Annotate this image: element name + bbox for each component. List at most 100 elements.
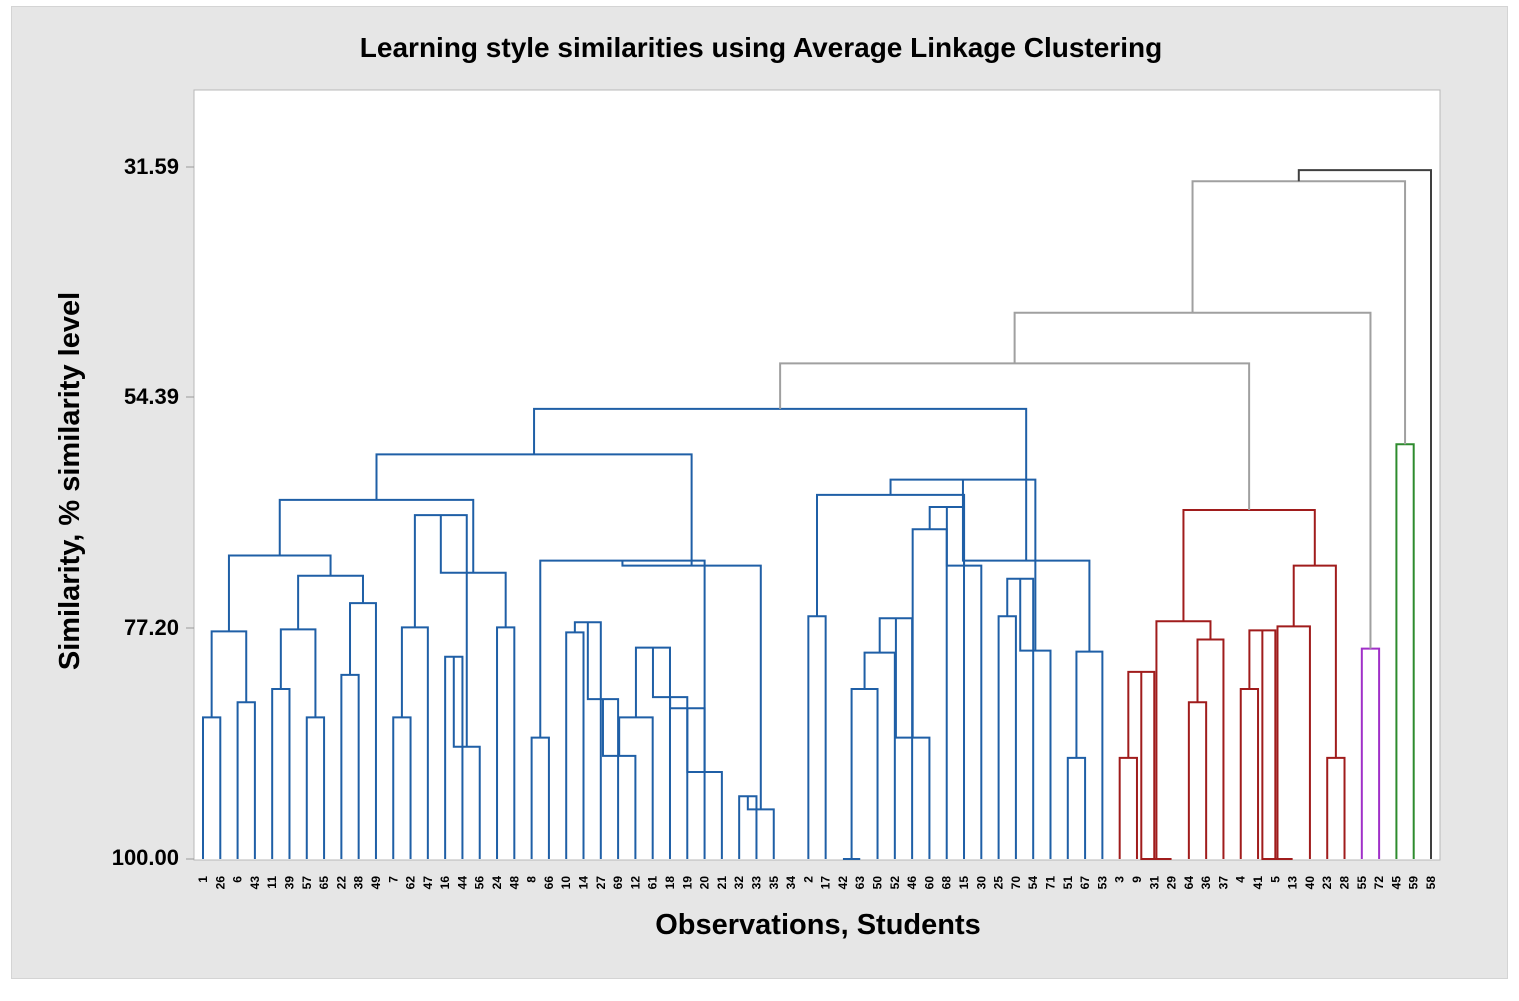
merge-link-69 (1297, 169, 1432, 859)
y-axis: 31.59 54.39 77.20 100.00 (112, 154, 194, 870)
leaf-label-62: 62 (404, 876, 418, 890)
leaf-label-49: 49 (369, 876, 383, 890)
dendrogram-links (202, 169, 1432, 860)
leaf-label-69: 69 (611, 876, 625, 890)
leaf-label-70: 70 (1009, 876, 1023, 890)
leaf-label-41: 41 (1251, 876, 1265, 890)
merge-link-50 (279, 628, 317, 718)
dendrogram-chart: Learning style similarities using Averag… (54, 32, 1441, 941)
leaf-label-26: 26 (213, 876, 227, 890)
leaf-label-42: 42 (836, 876, 850, 890)
leaf-label-7: 7 (386, 876, 400, 883)
leaf-label-71: 71 (1043, 876, 1057, 890)
merge-link-19 (669, 697, 706, 859)
merge-link-2 (271, 688, 291, 859)
leaf-label-46: 46 (905, 876, 919, 890)
merge-link-44 (1261, 630, 1293, 860)
leaf-label-34: 34 (784, 876, 798, 890)
y-tick-label: 54.39 (124, 384, 179, 409)
leaf-label-47: 47 (421, 876, 435, 890)
leaf-label-45: 45 (1389, 876, 1403, 890)
plot-area (193, 89, 1441, 861)
leaf-label-16: 16 (438, 876, 452, 890)
leaf-label-43: 43 (248, 876, 262, 890)
leaf-label-8: 8 (525, 876, 539, 883)
merge-link-43 (1248, 629, 1277, 859)
leaf-label-18: 18 (663, 876, 677, 890)
x-axis-title: Observations, Students (655, 909, 981, 941)
leaf-label-54: 54 (1026, 876, 1040, 890)
merge-link-59 (889, 478, 1037, 651)
leaf-label-58: 58 (1424, 876, 1438, 890)
leaf-label-44: 44 (455, 876, 469, 890)
leaf-label-65: 65 (317, 876, 331, 890)
merge-link-42 (1239, 688, 1260, 859)
leaf-label-22: 22 (334, 876, 348, 890)
leaf-label-51: 51 (1061, 876, 1075, 890)
leaf-label-20: 20 (698, 876, 712, 890)
merge-link-30 (928, 505, 966, 859)
leaf-label-24: 24 (490, 876, 504, 890)
merge-link-7 (400, 626, 429, 859)
leaf-label-59: 59 (1407, 876, 1421, 890)
leaf-label-36: 36 (1199, 876, 1213, 890)
leaf-label-33: 33 (749, 876, 763, 890)
leaf-label-19: 19 (680, 876, 694, 890)
leaf-label-21: 21 (715, 876, 729, 890)
leaf-label-17: 17 (819, 876, 833, 890)
merge-link-33 (1006, 577, 1035, 859)
leaf-label-3: 3 (1113, 876, 1127, 883)
merge-link-49 (210, 630, 248, 718)
merge-link-17 (634, 646, 671, 859)
leaf-label-13: 13 (1286, 876, 1300, 890)
merge-link-20 (686, 708, 723, 859)
leaf-label-72: 72 (1372, 876, 1386, 890)
leaf-label-29: 29 (1165, 876, 1179, 890)
leaf-label-12: 12 (628, 876, 642, 890)
leaf-label-67: 67 (1078, 876, 1092, 890)
leaf-label-68: 68 (940, 876, 954, 890)
leaf-label-64: 64 (1182, 876, 1196, 890)
leaf-label-48: 48 (507, 876, 521, 890)
leaf-label-10: 10 (559, 876, 573, 890)
x-axis-leaf-labels: 1 26 6 43 11 39 57 65 22 38 49 7 62 47 16 44 56 24 48 8 66 10… (196, 876, 1438, 890)
merge-link-8 (444, 655, 464, 859)
leaf-label-50: 50 (871, 876, 885, 890)
leaf-label-52: 52 (888, 876, 902, 890)
merge-link-65 (1182, 509, 1316, 622)
leaf-label-57: 57 (300, 876, 314, 890)
y-tick-label: 31.59 (124, 154, 179, 179)
chart-title: Learning style similarities using Averag… (360, 32, 1162, 63)
merge-link-10 (496, 626, 516, 859)
leaf-label-39: 39 (282, 876, 296, 890)
leaf-label-28: 28 (1338, 876, 1352, 890)
leaf-label-60: 60 (922, 876, 936, 890)
merge-link-18 (651, 647, 689, 859)
leaf-label-5: 5 (1268, 876, 1282, 883)
leaf-label-38: 38 (352, 876, 366, 890)
leaf-label-15: 15 (957, 876, 971, 890)
merge-link-54 (439, 515, 507, 628)
merge-link-56 (539, 559, 706, 773)
leaf-label-2: 2 (801, 876, 815, 883)
leaf-label-31: 31 (1147, 876, 1161, 890)
merge-link-14 (586, 622, 620, 859)
leaf-label-66: 66 (542, 876, 556, 890)
y-tick-label: 100.00 (112, 845, 179, 870)
leaf-label-25: 25 (992, 876, 1006, 890)
leaf-label-35: 35 (767, 876, 781, 890)
y-tick-label: 77.20 (124, 615, 179, 640)
merge-link-36 (1075, 650, 1104, 859)
merge-link-51 (297, 574, 364, 630)
merge-link-58 (816, 493, 966, 617)
merge-link-39 (1140, 671, 1172, 860)
leaf-label-30: 30 (974, 876, 988, 890)
merge-link-25 (850, 688, 879, 859)
leaf-label-61: 61 (646, 876, 660, 890)
leaf-label-37: 37 (1216, 876, 1230, 890)
leaf-label-63: 63 (853, 876, 867, 890)
leaf-label-9: 9 (1130, 876, 1144, 883)
leaf-label-56: 56 (473, 876, 487, 890)
leaf-label-11: 11 (265, 876, 279, 889)
leaf-label-4: 4 (1234, 876, 1248, 883)
